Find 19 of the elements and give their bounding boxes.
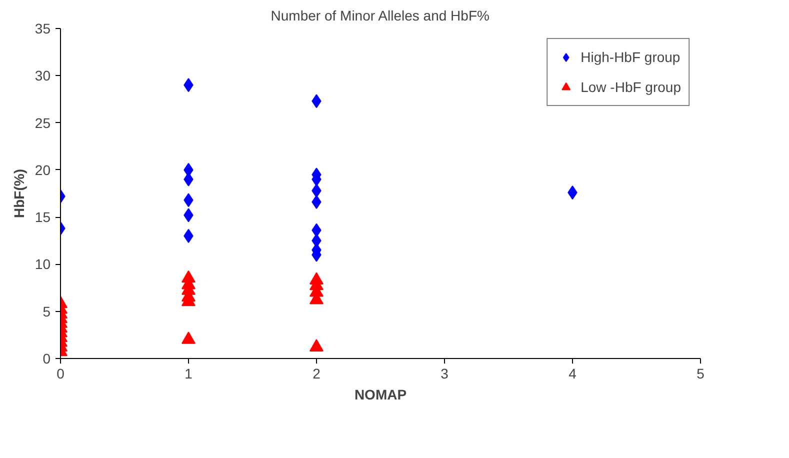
y-tick-label: 10 <box>34 256 51 272</box>
y-tick-label: 5 <box>42 303 51 320</box>
x-tick-label: 0 <box>56 366 65 382</box>
x-tick-label: 3 <box>440 366 449 382</box>
x-tick-label: 5 <box>696 366 705 382</box>
y-axis-title: HbF(%) <box>10 168 27 218</box>
x-axis-title: NOMAP <box>354 386 407 402</box>
y-tick-label: 20 <box>34 162 51 178</box>
y-tick-label: 35 <box>34 20 51 36</box>
x-tick-label: 4 <box>568 366 577 382</box>
x-tick-label: 1 <box>184 366 193 382</box>
y-tick-label: 15 <box>34 209 51 226</box>
y-tick-label: 0 <box>42 350 51 366</box>
y-tick-label: 30 <box>34 68 51 84</box>
legend-label: High-HbF group <box>580 49 680 65</box>
y-tick-label: 25 <box>34 114 51 131</box>
x-tick-label: 2 <box>312 366 321 382</box>
legend-label: Low -HbF group <box>580 79 681 95</box>
chart-title: Number of Minor Alleles and HbF% <box>270 8 490 24</box>
